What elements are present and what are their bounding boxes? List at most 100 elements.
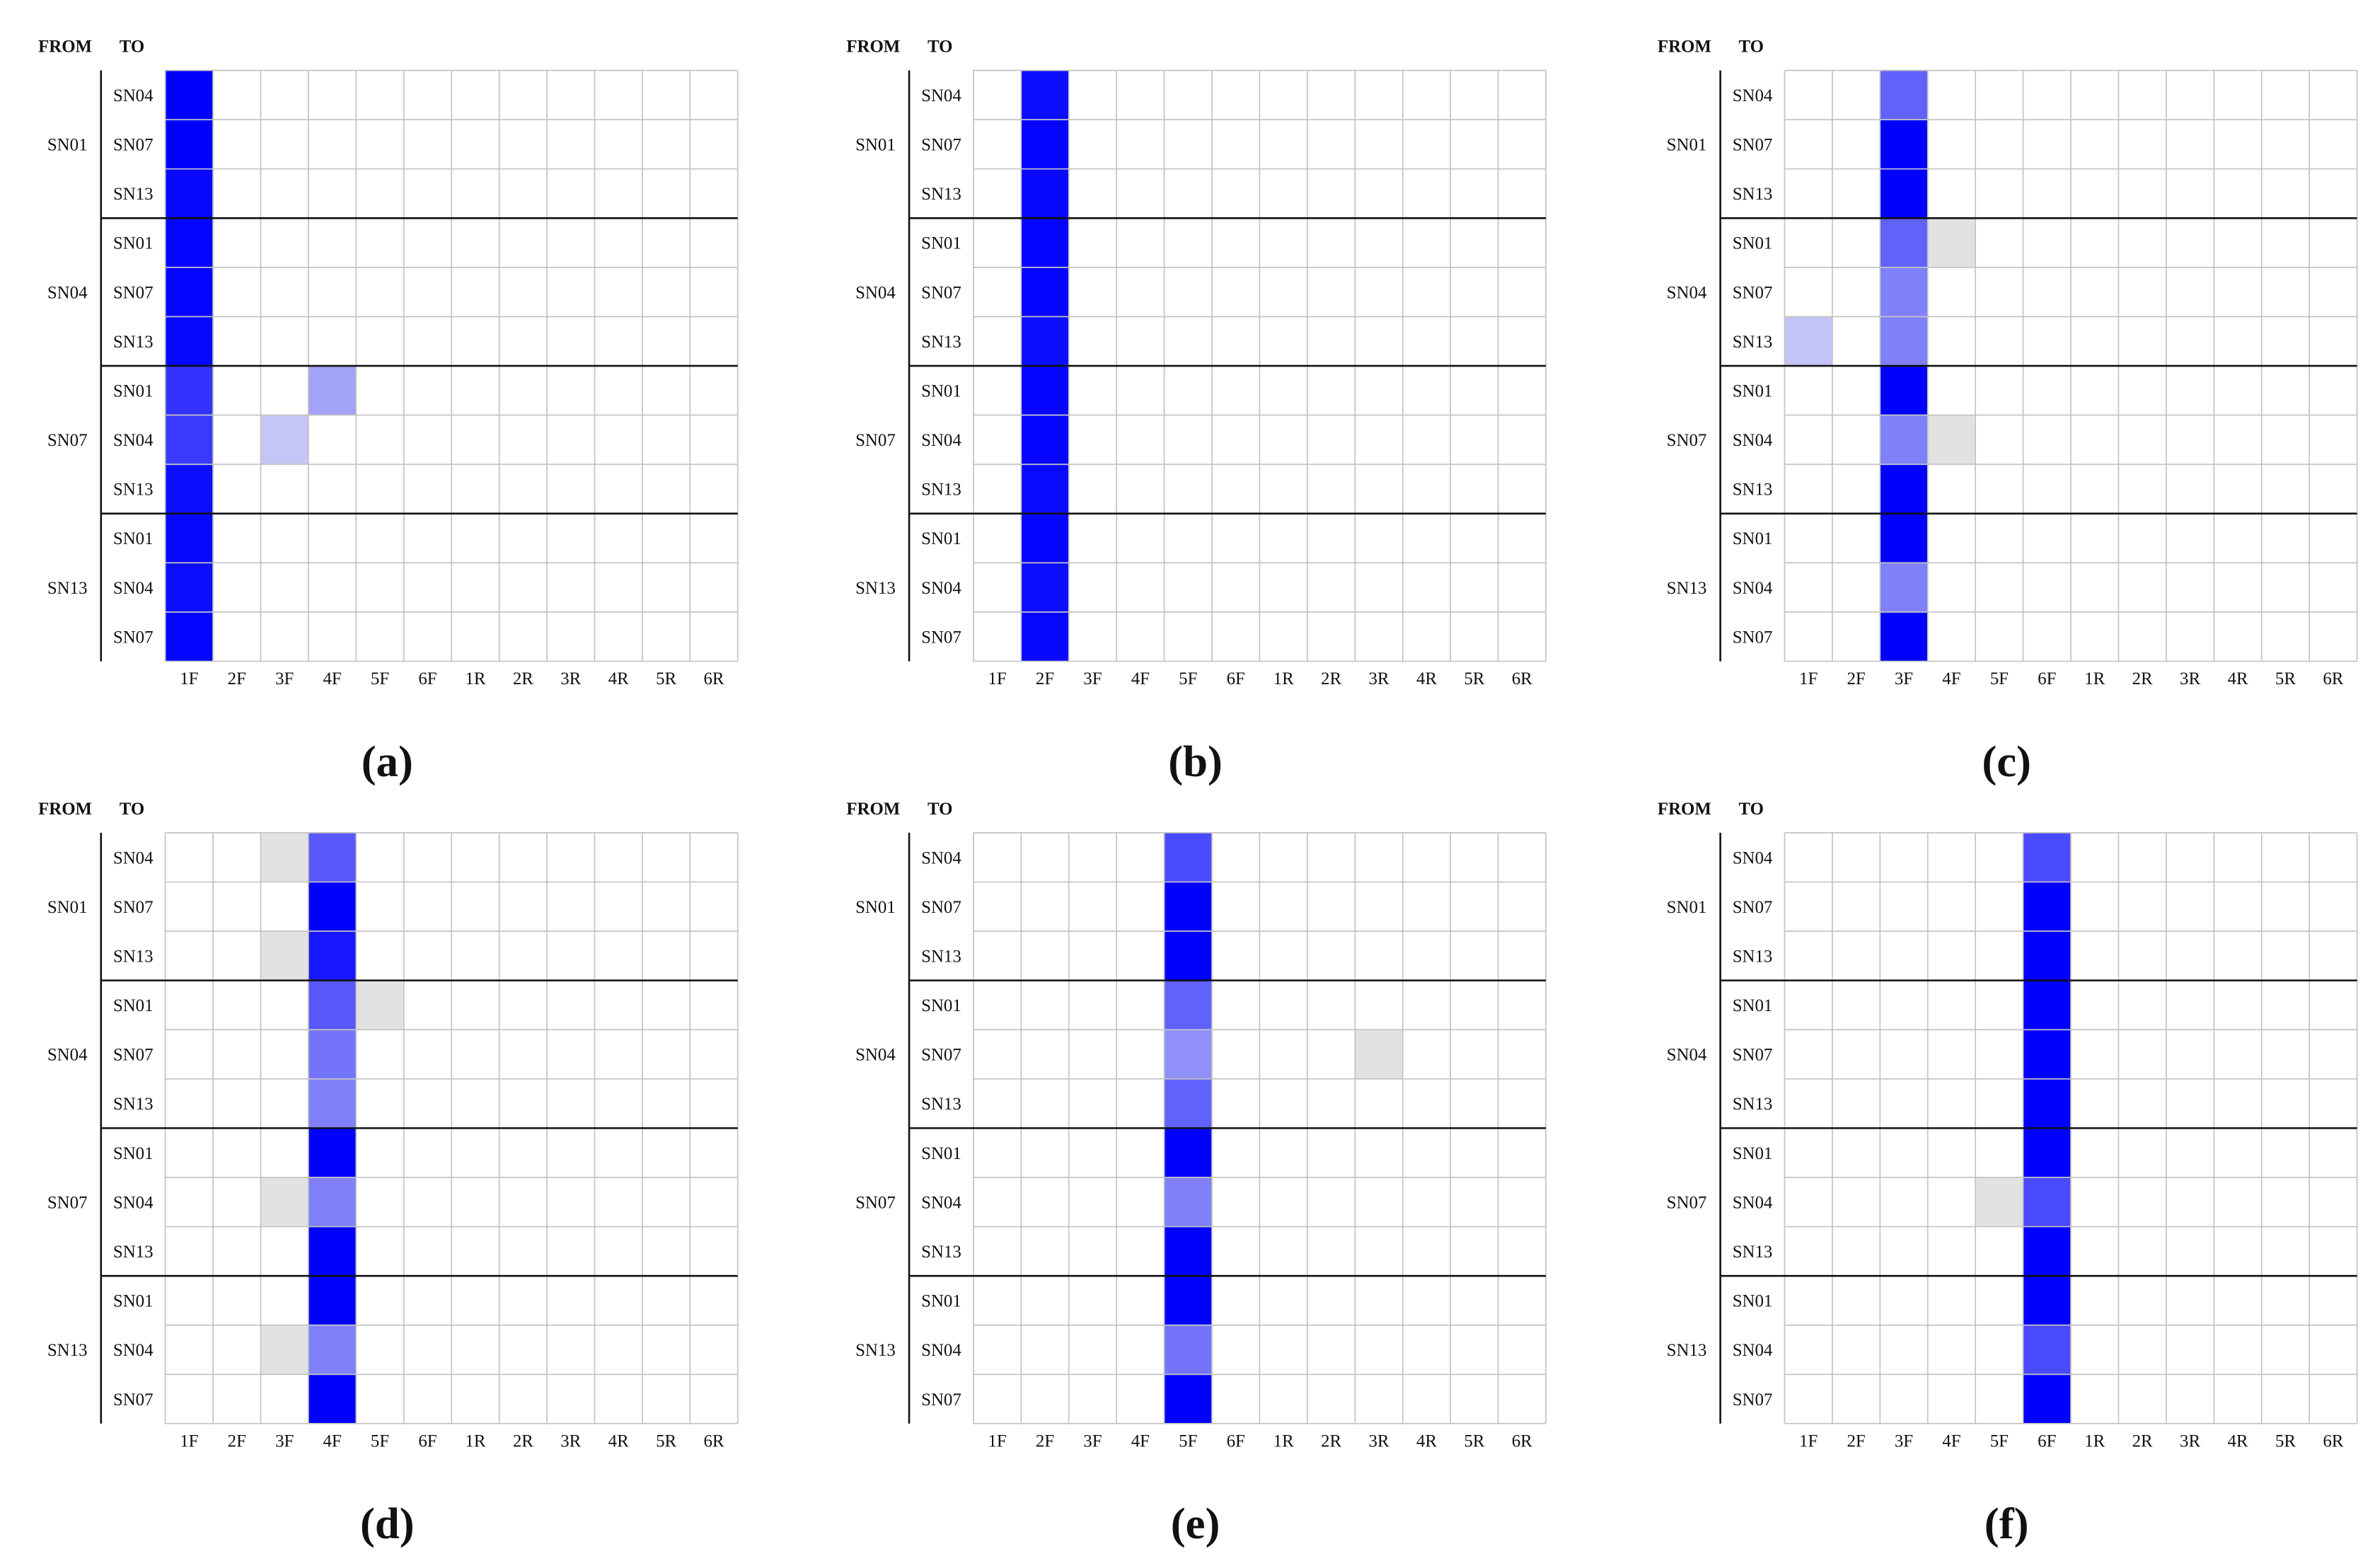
heatmap-panel-b: FROM TO SN01 SN04 SN07 SN13 SN04 SN07 SN13 SN01 SN… (846, 38, 1547, 786)
heatmap-cell (1880, 563, 1928, 612)
heatmap-cell (260, 1325, 308, 1375)
heatmap-cell (1880, 70, 1928, 120)
to-row-label: SN07 (1733, 628, 1773, 647)
to-row-label: SN04 (1733, 1341, 1773, 1360)
heatmap-cell (260, 415, 308, 465)
heatmap-cell (1021, 513, 1069, 563)
column-tick-label: 1F (988, 669, 1006, 688)
column-tick-label: 4F (1942, 1431, 1960, 1451)
column-tick-label: 1F (180, 669, 198, 688)
heatmap-cell (1164, 1030, 1213, 1079)
heatmap-cell (2023, 832, 2072, 882)
to-row-label: SN04 (113, 1193, 154, 1212)
heatmap-cell (1021, 316, 1069, 367)
from-header: FROM (846, 38, 900, 57)
heatmap-cell (165, 415, 214, 465)
heatmap-panel-c: FROM TO SN01 SN04 SN07 SN13 SN04 SN07 SN13 SN01 SN… (1658, 38, 2358, 786)
to-row-label: SN04 (921, 1341, 961, 1360)
column-tick-label: 4F (323, 669, 341, 688)
heatmap-cell (1880, 218, 1928, 267)
column-tick-label: 5R (656, 669, 676, 688)
to-row-label: SN04 (921, 86, 961, 105)
to-header: TO (928, 38, 952, 57)
heatmap-cell (1784, 316, 1832, 367)
heatmap-cell (2023, 931, 2072, 981)
heatmap-cell (260, 931, 308, 981)
column-tick-label: 1R (465, 1431, 485, 1451)
heatmap-panel-d: FROM TO SN01 SN04 SN07 SN13 SN04 SN07 SN13 SN01 SN… (38, 800, 739, 1548)
heatmap-cell (308, 832, 357, 882)
from-group-label: SN01 (47, 898, 88, 917)
column-tick-label: 1R (2084, 669, 2105, 688)
from-group-label: SN01 (1667, 898, 1707, 917)
column-tick-label: 5F (371, 669, 389, 688)
heatmap-cell (308, 366, 357, 415)
column-tick-label: 6R (704, 1431, 724, 1451)
column-tick-label: 3R (1368, 669, 1389, 688)
from-group-label: SN07 (855, 1193, 896, 1212)
column-tick-label: 6R (2323, 669, 2343, 688)
from-group-label: SN01 (47, 136, 88, 155)
from-group-label: SN07 (47, 431, 88, 450)
column-tick-label: 6R (2323, 1431, 2343, 1451)
to-row-label: SN04 (921, 579, 961, 598)
heatmap-cell (1164, 931, 1213, 981)
to-row-label: SN07 (1733, 136, 1773, 155)
heatmap-cell (1021, 366, 1069, 415)
column-tick-label: 5R (2275, 1431, 2296, 1451)
from-group-label: SN04 (855, 1046, 896, 1065)
heatmap-cell (2023, 1276, 2072, 1325)
from-group-label: SN01 (1667, 136, 1707, 155)
column-tick-label: 6F (418, 669, 437, 688)
column-tick-label: 2R (513, 669, 533, 688)
to-row-label: SN07 (113, 628, 154, 647)
to-row-label: SN07 (1733, 1390, 1773, 1410)
column-tick-label: 6F (1227, 669, 1245, 688)
to-row-label: SN07 (1733, 1046, 1773, 1065)
heatmap-cell (1975, 1177, 2023, 1227)
column-tick-label: 1R (1273, 669, 1294, 688)
heatmap-cell (1880, 120, 1928, 169)
to-row-label: SN13 (113, 185, 154, 204)
heatmap-panel-e: FROM TO SN01 SN04 SN07 SN13 SN04 SN07 SN13 SN01 SN… (846, 800, 1547, 1548)
column-tick-label: 5F (1179, 1431, 1197, 1451)
from-group-label: SN07 (47, 1193, 88, 1212)
heatmap-cell (1021, 168, 1069, 219)
from-header: FROM (1658, 800, 1711, 819)
heatmap-cell (1164, 832, 1213, 882)
column-tick-label: 5R (1464, 1431, 1484, 1451)
to-row-label: SN01 (113, 529, 154, 548)
to-row-label: SN04 (1733, 579, 1773, 598)
from-group-label: SN07 (855, 431, 896, 450)
column-tick-label: 6F (2038, 669, 2056, 688)
to-row-label: SN13 (921, 480, 961, 500)
from-group-label: SN13 (855, 579, 896, 598)
column-tick-label: 4R (2227, 669, 2248, 688)
heatmap-cell (1021, 218, 1069, 267)
heatmap-cell (308, 931, 357, 981)
column-tick-label: 2R (2132, 669, 2153, 688)
column-tick-label: 3F (275, 669, 294, 688)
heatmap-cell (2023, 1325, 2072, 1375)
from-header: FROM (1658, 38, 1711, 57)
to-row-label: SN13 (1733, 1243, 1773, 1262)
to-row-label: SN07 (921, 283, 961, 302)
from-group-label: SN01 (855, 136, 896, 155)
heatmap-cell (2023, 882, 2072, 932)
heatmap-cell (1164, 1325, 1213, 1375)
to-header: TO (120, 38, 144, 57)
column-tick-label: 4F (323, 1431, 341, 1451)
heatmap-cell (1164, 1276, 1213, 1325)
to-row-label: SN01 (1733, 234, 1773, 253)
heatmap-cell (2023, 1177, 2072, 1227)
column-tick-label: 6F (1227, 1431, 1245, 1451)
heatmap-cell (1164, 1177, 1213, 1227)
from-group-label: SN13 (47, 579, 88, 598)
column-tick-label: 4R (1416, 1431, 1437, 1451)
to-row-label: SN04 (1733, 1193, 1773, 1212)
heatmap-cell (1880, 464, 1928, 514)
heatmap-cell (165, 611, 214, 662)
heatmap-cell (1021, 464, 1069, 514)
to-row-label: SN01 (921, 1144, 961, 1163)
from-group-label: SN13 (1667, 1341, 1707, 1360)
